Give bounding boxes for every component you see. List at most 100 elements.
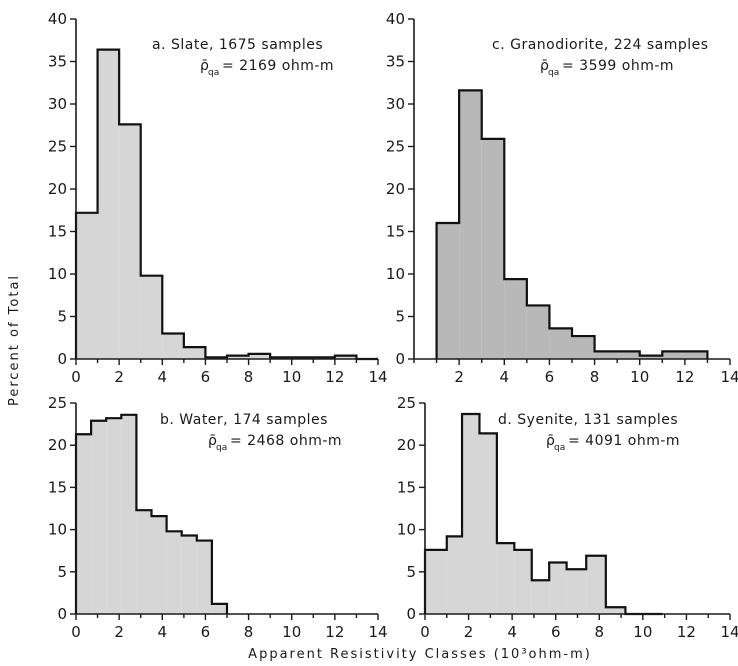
y-tick-label-a-20: 20 xyxy=(48,180,67,198)
y-tick-label-c-35: 35 xyxy=(386,53,405,71)
bar-c-10 xyxy=(662,351,685,359)
bar-b-3 xyxy=(121,414,137,614)
mean-symbol-c: ρ̄ xyxy=(540,58,549,74)
panel-b: 0 5 10 15 20 25 0 2 4 6 8 10 12 14 b. Water, 174 sampl… xyxy=(48,394,388,641)
y-tick-label-c-40: 40 xyxy=(386,10,405,28)
panel-d: 0 5 10 15 20 25 0 2 4 6 8 10 12 14 d. Syenite, 131 sam… xyxy=(397,394,738,641)
x-tick-label-b-12: 12 xyxy=(325,623,344,641)
mean-subscript-c: qa xyxy=(548,68,559,78)
bar-c-9 xyxy=(639,355,663,359)
y-tick-label-d-5: 5 xyxy=(406,563,416,581)
bar-d-0 xyxy=(425,549,447,614)
y-tick-label-c-10: 10 xyxy=(386,265,405,283)
y-tick-label-a-10: 10 xyxy=(48,265,67,283)
y-tick-label-b-10: 10 xyxy=(48,521,67,539)
bar-c-3 xyxy=(504,279,527,359)
x-tick-label-a-10: 10 xyxy=(282,368,301,386)
mean-symbol-d: ρ̄ xyxy=(546,433,555,449)
mean-value-b: = 2468 ohm-m xyxy=(230,433,342,449)
mean-value-d: = 4091 ohm-m xyxy=(568,433,680,449)
y-tick-label-d-15: 15 xyxy=(397,478,416,496)
bar-a-3 xyxy=(140,275,163,359)
x-tick-label-c-6: 6 xyxy=(545,368,555,386)
y-axis-title: Percent of Total xyxy=(7,274,22,406)
bar-a-7 xyxy=(227,355,249,359)
bar-a-1 xyxy=(97,49,120,359)
bar-b-6 xyxy=(166,531,182,614)
bar-c-6 xyxy=(572,336,595,359)
y-tick-label-a-40: 40 xyxy=(48,10,67,28)
x-axis-title: Apparent Resistivity Classes (10³ohm-m) xyxy=(248,647,592,662)
bar-c-2 xyxy=(481,138,505,359)
x-tick-label-a-0: 0 xyxy=(71,368,81,386)
histogram-outline-c xyxy=(435,89,709,359)
mean-subscript-a: qa xyxy=(208,68,219,78)
x-tick-label-d-4: 4 xyxy=(507,623,517,641)
bar-b-9 xyxy=(211,603,227,614)
y-tick-label-a-15: 15 xyxy=(48,223,67,241)
bar-d-6 xyxy=(531,580,550,614)
y-tick-label-a-0: 0 xyxy=(57,350,67,368)
y-tick-label-d-25: 25 xyxy=(397,394,416,412)
bar-a-8 xyxy=(248,353,271,359)
y-tick-label-c-25: 25 xyxy=(386,138,405,156)
x-tick-label-c-4: 4 xyxy=(500,368,510,386)
bar-a-4 xyxy=(162,333,184,359)
bar-d-9 xyxy=(586,555,606,614)
x-tick-label-b-10: 10 xyxy=(282,623,301,641)
y-tick-label-a-5: 5 xyxy=(57,308,67,326)
x-tick-label-a-12: 12 xyxy=(325,368,344,386)
y-tick-label-c-5: 5 xyxy=(395,308,405,326)
panel-title-a: a. Slate, 1675 samples xyxy=(152,37,323,53)
bar-c-11 xyxy=(684,351,708,359)
x-tick-label-a-6: 6 xyxy=(201,368,211,386)
bar-a-2 xyxy=(119,124,141,360)
y-tick-label-c-30: 30 xyxy=(386,95,405,113)
mean-value-c: = 3599 ohm-m xyxy=(562,58,674,74)
bar-c-7 xyxy=(594,351,618,359)
y-tick-label-b-25: 25 xyxy=(48,394,67,412)
y-tick-label-b-0: 0 xyxy=(57,605,67,623)
mean-subscript-b: qa xyxy=(216,443,227,453)
bar-d-5 xyxy=(514,549,532,614)
y-tick-label-a-35: 35 xyxy=(48,53,67,71)
bar-a-0 xyxy=(76,212,98,359)
bar-b-8 xyxy=(196,540,212,614)
x-tick-label-c-2: 2 xyxy=(454,368,464,386)
bar-b-4 xyxy=(136,510,152,614)
mean-symbol-b: ρ̄ xyxy=(208,433,217,449)
bar-d-10 xyxy=(605,607,626,614)
bar-d-4 xyxy=(496,543,515,614)
x-tick-label-a-14: 14 xyxy=(368,368,387,386)
x-tick-label-d-12: 12 xyxy=(677,623,696,641)
bar-b-5 xyxy=(151,516,167,614)
bar-d-2 xyxy=(462,413,480,614)
x-tick-label-d-6: 6 xyxy=(551,623,561,641)
bar-a-12 xyxy=(334,355,357,359)
x-tick-label-d-2: 2 xyxy=(464,623,474,641)
x-tick-label-c-12: 12 xyxy=(675,368,694,386)
y-tick-label-c-0: 0 xyxy=(395,350,405,368)
panel-title-c: c. Granodiorite, 224 samples xyxy=(492,37,709,53)
mean-value-a: = 2169 ohm-m xyxy=(222,58,334,74)
histogram-outline-d xyxy=(423,412,663,616)
x-tick-label-b-8: 8 xyxy=(244,623,254,641)
panel-title-d: d. Syenite, 131 samples xyxy=(498,412,678,428)
y-tick-label-b-20: 20 xyxy=(48,436,67,454)
bar-c-0 xyxy=(436,223,460,359)
x-tick-label-b-2: 2 xyxy=(114,623,124,641)
x-tick-label-b-0: 0 xyxy=(71,623,81,641)
x-tick-label-d-14: 14 xyxy=(720,623,738,641)
x-tick-label-c-14: 14 xyxy=(720,368,738,386)
bar-b-7 xyxy=(181,535,197,614)
y-tick-label-d-20: 20 xyxy=(397,436,416,454)
x-tick-label-c-8: 8 xyxy=(590,368,600,386)
histogram-outline-a xyxy=(74,48,378,361)
panel-c: 0 5 10 15 20 25 30 35 40 2 4 6 8 10 12 14 c. Granodiorit… xyxy=(386,10,738,386)
bar-d-8 xyxy=(566,569,587,614)
y-tick-label-d-10: 10 xyxy=(397,521,416,539)
x-tick-label-c-10: 10 xyxy=(630,368,649,386)
x-tick-label-b-6: 6 xyxy=(201,623,211,641)
